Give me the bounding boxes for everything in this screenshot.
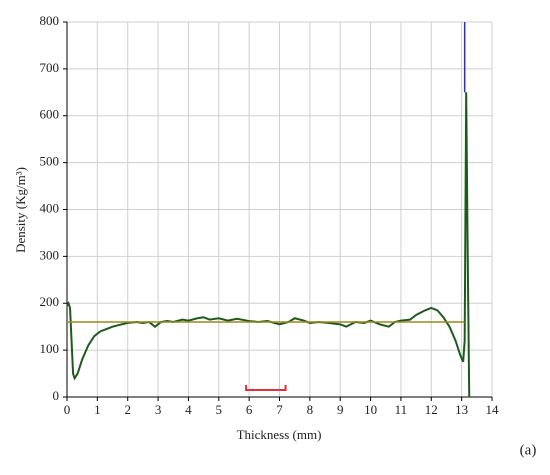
x-tick-label: 1 (94, 402, 101, 417)
x-tick-label: 13 (455, 402, 468, 417)
y-tick-label: 700 (40, 60, 60, 75)
y-tick-label: 300 (40, 247, 60, 262)
x-tick-label: 9 (337, 402, 344, 417)
y-axis-label: Density (Kg/m³) (13, 167, 28, 253)
x-tick-label: 8 (307, 402, 314, 417)
x-tick-label: 2 (124, 402, 131, 417)
y-tick-label: 200 (40, 294, 60, 309)
y-tick-label: 400 (40, 200, 60, 215)
x-tick-label: 0 (64, 402, 71, 417)
panel-label: (a) (520, 442, 537, 458)
x-tick-label: 5 (216, 402, 223, 417)
x-tick-label: 12 (425, 402, 438, 417)
highlight-range (245, 385, 287, 391)
y-tick-label: 800 (40, 13, 60, 28)
y-tick-label: 600 (40, 107, 60, 122)
x-axis-label: Thickness (mm) (237, 427, 322, 442)
y-tick-label: 500 (40, 154, 60, 169)
x-tick-label: 3 (155, 402, 162, 417)
y-tick-label: 0 (53, 388, 60, 403)
x-tick-label: 11 (395, 402, 408, 417)
x-tick-label: 14 (486, 402, 500, 417)
y-tick-label: 100 (40, 341, 60, 356)
x-tick-label: 4 (185, 402, 192, 417)
x-tick-label: 10 (364, 402, 377, 417)
x-tick-label: 7 (276, 402, 283, 417)
x-tick-label: 6 (246, 402, 253, 417)
